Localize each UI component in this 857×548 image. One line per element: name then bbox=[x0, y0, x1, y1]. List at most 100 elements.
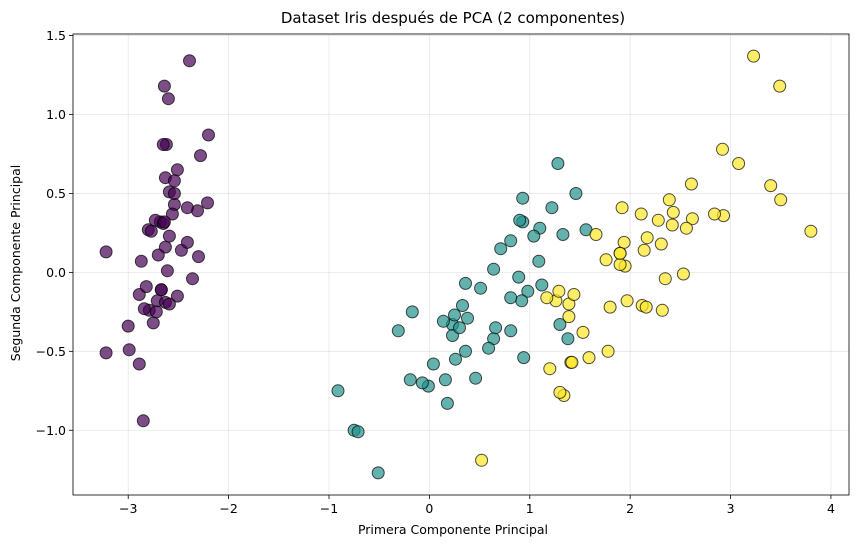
data-point bbox=[202, 128, 215, 142]
data-point bbox=[747, 49, 761, 63]
data-point bbox=[456, 299, 469, 312]
y-tick-label: 0.5 bbox=[46, 186, 66, 201]
data-point bbox=[157, 79, 171, 93]
data-point bbox=[99, 346, 113, 360]
data-point bbox=[170, 163, 184, 177]
data-point bbox=[553, 385, 567, 399]
data-point bbox=[774, 193, 788, 207]
data-point bbox=[139, 280, 153, 294]
data-point bbox=[161, 92, 175, 106]
data-point bbox=[655, 303, 669, 317]
data-point bbox=[167, 174, 181, 188]
data-point bbox=[615, 201, 629, 215]
data-point bbox=[162, 229, 176, 243]
series-0 bbox=[99, 54, 215, 428]
data-point bbox=[504, 324, 518, 338]
data-point bbox=[504, 234, 518, 248]
data-point bbox=[403, 373, 417, 387]
data-point bbox=[426, 357, 440, 371]
data-point bbox=[540, 291, 554, 305]
data-point bbox=[134, 254, 148, 268]
plot-frame bbox=[72, 33, 850, 496]
data-point bbox=[567, 288, 581, 301]
data-point bbox=[565, 355, 579, 369]
data-point bbox=[662, 193, 676, 207]
data-point bbox=[617, 235, 631, 249]
data-point bbox=[685, 212, 699, 226]
data-point bbox=[151, 248, 165, 262]
data-point bbox=[136, 414, 150, 428]
data-point bbox=[512, 270, 526, 284]
data-point bbox=[517, 351, 531, 365]
data-point bbox=[122, 343, 136, 357]
data-point bbox=[654, 237, 668, 251]
data-point bbox=[487, 262, 501, 276]
data-point bbox=[440, 396, 454, 410]
data-point bbox=[658, 272, 672, 286]
data-point bbox=[676, 267, 690, 281]
data-point bbox=[438, 373, 452, 387]
data-point bbox=[489, 321, 503, 335]
data-point bbox=[561, 332, 575, 346]
data-point bbox=[521, 284, 535, 298]
data-point bbox=[391, 324, 405, 338]
data-point bbox=[160, 264, 174, 278]
data-point bbox=[732, 157, 746, 170]
data-point bbox=[459, 276, 472, 290]
data-point bbox=[527, 229, 541, 243]
data-point bbox=[553, 318, 567, 331]
data-point bbox=[156, 138, 170, 151]
grid bbox=[73, 34, 849, 495]
data-point bbox=[601, 344, 615, 358]
data-point bbox=[556, 228, 570, 241]
data-points bbox=[99, 49, 818, 480]
data-point bbox=[474, 281, 488, 295]
data-point bbox=[513, 213, 527, 227]
data-point bbox=[157, 215, 171, 229]
data-point bbox=[132, 357, 146, 371]
chart-title: Dataset Iris después de PCA (2 component… bbox=[281, 9, 625, 27]
data-point bbox=[651, 213, 665, 227]
data-point bbox=[666, 205, 680, 219]
data-point bbox=[137, 302, 151, 316]
data-point bbox=[545, 201, 559, 215]
data-point bbox=[773, 79, 787, 93]
data-point bbox=[637, 243, 651, 257]
data-point bbox=[494, 242, 508, 256]
data-point bbox=[459, 344, 472, 358]
x-tick-label: 2 bbox=[626, 501, 634, 516]
data-point bbox=[634, 207, 648, 221]
data-point bbox=[170, 289, 184, 303]
data-point bbox=[371, 466, 385, 480]
y-axis-label: Segunda Componente Principal bbox=[8, 165, 23, 361]
data-point bbox=[331, 384, 345, 398]
data-point bbox=[684, 177, 698, 191]
data-point bbox=[146, 316, 160, 330]
data-point bbox=[180, 235, 194, 249]
data-point bbox=[186, 272, 199, 286]
y-tick-label: 1.0 bbox=[46, 107, 66, 122]
data-point bbox=[552, 284, 566, 298]
data-point bbox=[562, 310, 576, 324]
data-point bbox=[804, 224, 818, 238]
data-point bbox=[543, 362, 557, 376]
data-point bbox=[589, 228, 603, 241]
data-point bbox=[192, 250, 205, 264]
axis-ticks: −3 −2 −1 0 1 2 3 4 −1.0 −0.5 0.0 0.5 1.0 1.5 bbox=[36, 28, 835, 516]
data-point bbox=[167, 187, 181, 200]
data-point bbox=[551, 157, 565, 170]
data-point bbox=[405, 305, 419, 319]
data-point bbox=[415, 376, 429, 390]
data-point bbox=[194, 149, 207, 163]
data-point bbox=[162, 297, 176, 311]
data-point bbox=[764, 179, 778, 193]
x-tick-label: 1 bbox=[526, 501, 534, 516]
data-point bbox=[149, 305, 163, 319]
data-point bbox=[613, 258, 627, 271]
x-tick-label: 4 bbox=[827, 501, 835, 516]
data-point bbox=[449, 352, 462, 366]
data-point bbox=[603, 300, 617, 314]
data-point bbox=[708, 207, 721, 221]
x-tick-label: −2 bbox=[219, 501, 237, 516]
data-point bbox=[121, 319, 135, 333]
